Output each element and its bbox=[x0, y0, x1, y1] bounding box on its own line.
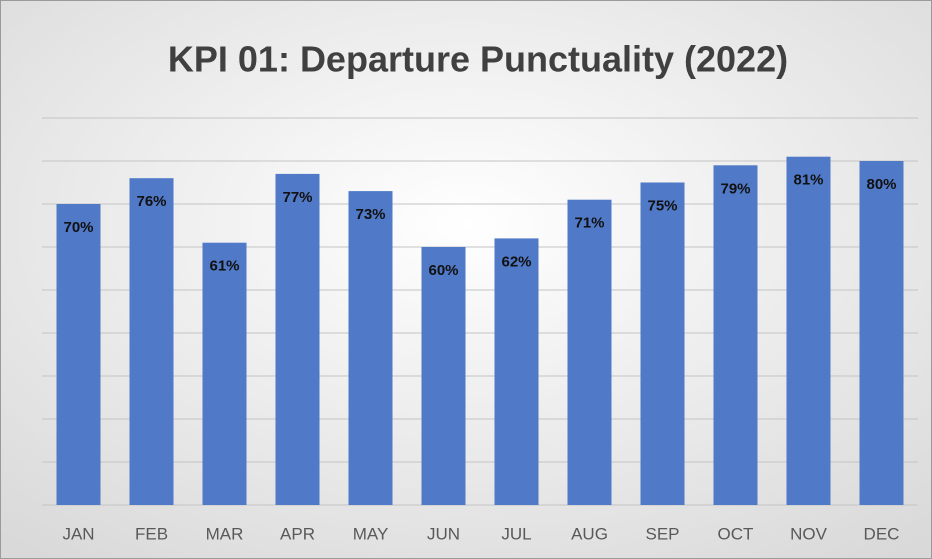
x-tick-label: FEB bbox=[135, 524, 168, 543]
bar bbox=[56, 204, 101, 505]
bar bbox=[786, 156, 831, 505]
data-label: 75% bbox=[647, 197, 677, 214]
x-tick-label: SEP bbox=[645, 524, 679, 543]
bar bbox=[348, 191, 393, 505]
x-tick-label: JAN bbox=[62, 524, 94, 543]
x-tick-label: JUN bbox=[427, 524, 460, 543]
x-tick-label: APR bbox=[280, 524, 315, 543]
bar bbox=[421, 247, 466, 505]
data-label: 79% bbox=[720, 180, 750, 197]
data-label: 81% bbox=[793, 172, 823, 189]
bar bbox=[275, 173, 320, 505]
bar bbox=[202, 242, 247, 505]
x-tick-label: NOV bbox=[790, 524, 828, 543]
data-label: 60% bbox=[428, 262, 458, 279]
data-label: 71% bbox=[574, 215, 604, 232]
x-tick-label: MAY bbox=[353, 524, 389, 543]
bar bbox=[640, 182, 685, 505]
x-tick-label: JUL bbox=[501, 524, 531, 543]
x-tick-label: DEC bbox=[864, 524, 900, 543]
chart-title: KPI 01: Departure Punctuality (2022) bbox=[168, 39, 788, 80]
data-label: 77% bbox=[282, 189, 312, 206]
data-label: 61% bbox=[209, 258, 239, 275]
bar bbox=[129, 178, 174, 505]
data-label: 76% bbox=[136, 193, 166, 210]
data-label: 70% bbox=[63, 219, 93, 236]
x-tick-label: AUG bbox=[571, 524, 608, 543]
bar bbox=[713, 165, 758, 506]
x-tick-label: OCT bbox=[718, 524, 754, 543]
data-label: 73% bbox=[355, 206, 385, 223]
data-label: 80% bbox=[866, 176, 896, 193]
bar bbox=[567, 199, 612, 505]
data-label: 62% bbox=[501, 253, 531, 270]
x-tick-label: MAR bbox=[206, 524, 244, 543]
bar bbox=[859, 161, 904, 505]
bar bbox=[494, 238, 539, 505]
